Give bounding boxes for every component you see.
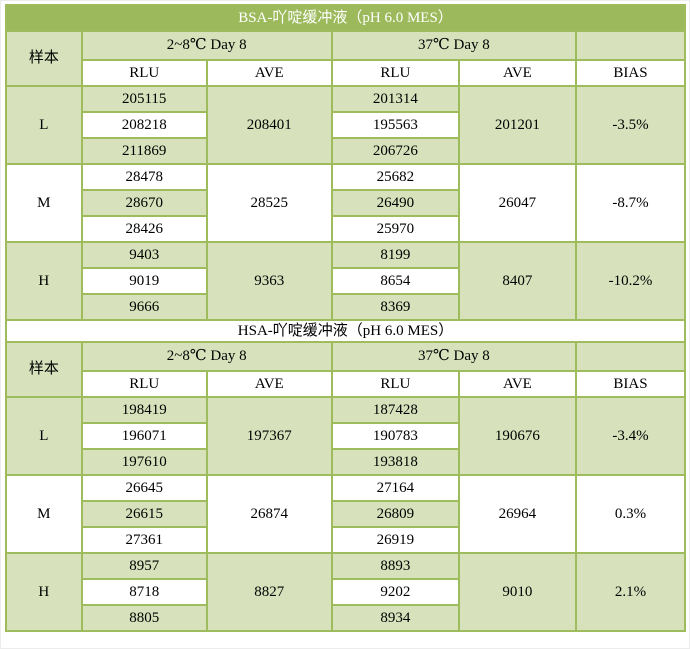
cell-ave-warm: 201201 [457, 85, 577, 165]
cell-rlu-cold: 208218 [80, 111, 208, 139]
temp-group-cold: 2~8℃ Day 8 [80, 30, 333, 61]
cell-rlu-warm: 187428 [330, 396, 460, 424]
col-header-rlu-warm: RLU [330, 59, 460, 87]
col-header-bias: BIAS [574, 370, 687, 398]
cell-rlu-warm: 206726 [330, 137, 460, 165]
empty-header-cell [574, 341, 687, 372]
temp-group-cold: 2~8℃ Day 8 [80, 341, 333, 372]
cell-rlu-cold: 211869 [80, 137, 208, 165]
empty-header-cell [574, 30, 687, 61]
col-header-bias: BIAS [574, 59, 687, 87]
cell-rlu-cold: 26645 [80, 474, 208, 502]
sample-label: H [5, 552, 83, 632]
cell-rlu-warm: 8369 [330, 293, 460, 321]
table-title-hsa: HSA-吖啶缓冲液（pH 6.0 MES） [5, 319, 686, 343]
cell-rlu-cold: 9666 [80, 293, 208, 321]
cell-rlu-cold: 9019 [80, 267, 208, 295]
stability-tables: BSA-吖啶缓冲液（pH 6.0 MES） 样本 2~8℃ Day 8 37℃ … [5, 4, 687, 632]
cell-rlu-cold: 28478 [80, 163, 208, 191]
cell-rlu-warm: 8199 [330, 241, 460, 269]
table-title-bsa: BSA-吖啶缓冲液（pH 6.0 MES） [5, 4, 686, 32]
cell-rlu-cold: 8957 [80, 552, 208, 580]
cell-bias: 2.1% [574, 552, 687, 632]
cell-bias: -3.4% [574, 396, 687, 476]
cell-rlu-cold: 26615 [80, 500, 208, 528]
cell-rlu-warm: 9202 [330, 578, 460, 606]
cell-rlu-warm: 193818 [330, 448, 460, 476]
cell-bias: -10.2% [574, 241, 687, 321]
cell-bias: 0.3% [574, 474, 687, 554]
sample-label: H [5, 241, 83, 321]
col-header-ave-cold: AVE [205, 370, 333, 398]
cell-ave-warm: 8407 [457, 241, 577, 321]
cell-ave-cold: 26874 [205, 474, 333, 554]
cell-rlu-cold: 28670 [80, 189, 208, 217]
cell-rlu-warm: 26490 [330, 189, 460, 217]
cell-rlu-warm: 26919 [330, 526, 460, 554]
cell-rlu-cold: 205115 [80, 85, 208, 113]
cell-rlu-cold: 8718 [80, 578, 208, 606]
cell-bias: -3.5% [574, 85, 687, 165]
col-header-ave-cold: AVE [205, 59, 333, 87]
col-header-rlu-warm: RLU [330, 370, 460, 398]
cell-rlu-warm: 8893 [330, 552, 460, 580]
sample-label: L [5, 85, 83, 165]
sample-header-cell: 样本 [5, 30, 83, 87]
cell-rlu-warm: 8934 [330, 604, 460, 632]
cell-ave-cold: 28525 [205, 163, 333, 243]
cell-rlu-warm: 201314 [330, 85, 460, 113]
cell-rlu-cold: 196071 [80, 422, 208, 450]
cell-rlu-cold: 197610 [80, 448, 208, 476]
col-header-rlu-cold: RLU [80, 370, 208, 398]
cell-rlu-warm: 195563 [330, 111, 460, 139]
cell-rlu-cold: 8805 [80, 604, 208, 632]
cell-rlu-cold: 198419 [80, 396, 208, 424]
temp-group-warm: 37℃ Day 8 [330, 341, 577, 372]
cell-bias: -8.7% [574, 163, 687, 243]
cell-ave-cold: 208401 [205, 85, 333, 165]
sample-header-cell: 样本 [5, 341, 83, 398]
cell-rlu-warm: 25970 [330, 215, 460, 243]
cell-ave-cold: 9363 [205, 241, 333, 321]
col-header-ave-warm: AVE [457, 59, 577, 87]
cell-rlu-cold: 9403 [80, 241, 208, 269]
cell-ave-warm: 190676 [457, 396, 577, 476]
sample-label: M [5, 163, 83, 243]
cell-rlu-cold: 27361 [80, 526, 208, 554]
cell-rlu-warm: 8654 [330, 267, 460, 295]
cell-rlu-cold: 28426 [80, 215, 208, 243]
cell-ave-warm: 26047 [457, 163, 577, 243]
cell-ave-cold: 8827 [205, 552, 333, 632]
cell-rlu-warm: 190783 [330, 422, 460, 450]
cell-rlu-warm: 25682 [330, 163, 460, 191]
cell-ave-warm: 9010 [457, 552, 577, 632]
cell-ave-cold: 197367 [205, 396, 333, 476]
col-header-ave-warm: AVE [457, 370, 577, 398]
cell-rlu-warm: 27164 [330, 474, 460, 502]
temp-group-warm: 37℃ Day 8 [330, 30, 577, 61]
col-header-rlu-cold: RLU [80, 59, 208, 87]
cell-rlu-warm: 26809 [330, 500, 460, 528]
sample-label: L [5, 396, 83, 476]
cell-ave-warm: 26964 [457, 474, 577, 554]
sample-label: M [5, 474, 83, 554]
